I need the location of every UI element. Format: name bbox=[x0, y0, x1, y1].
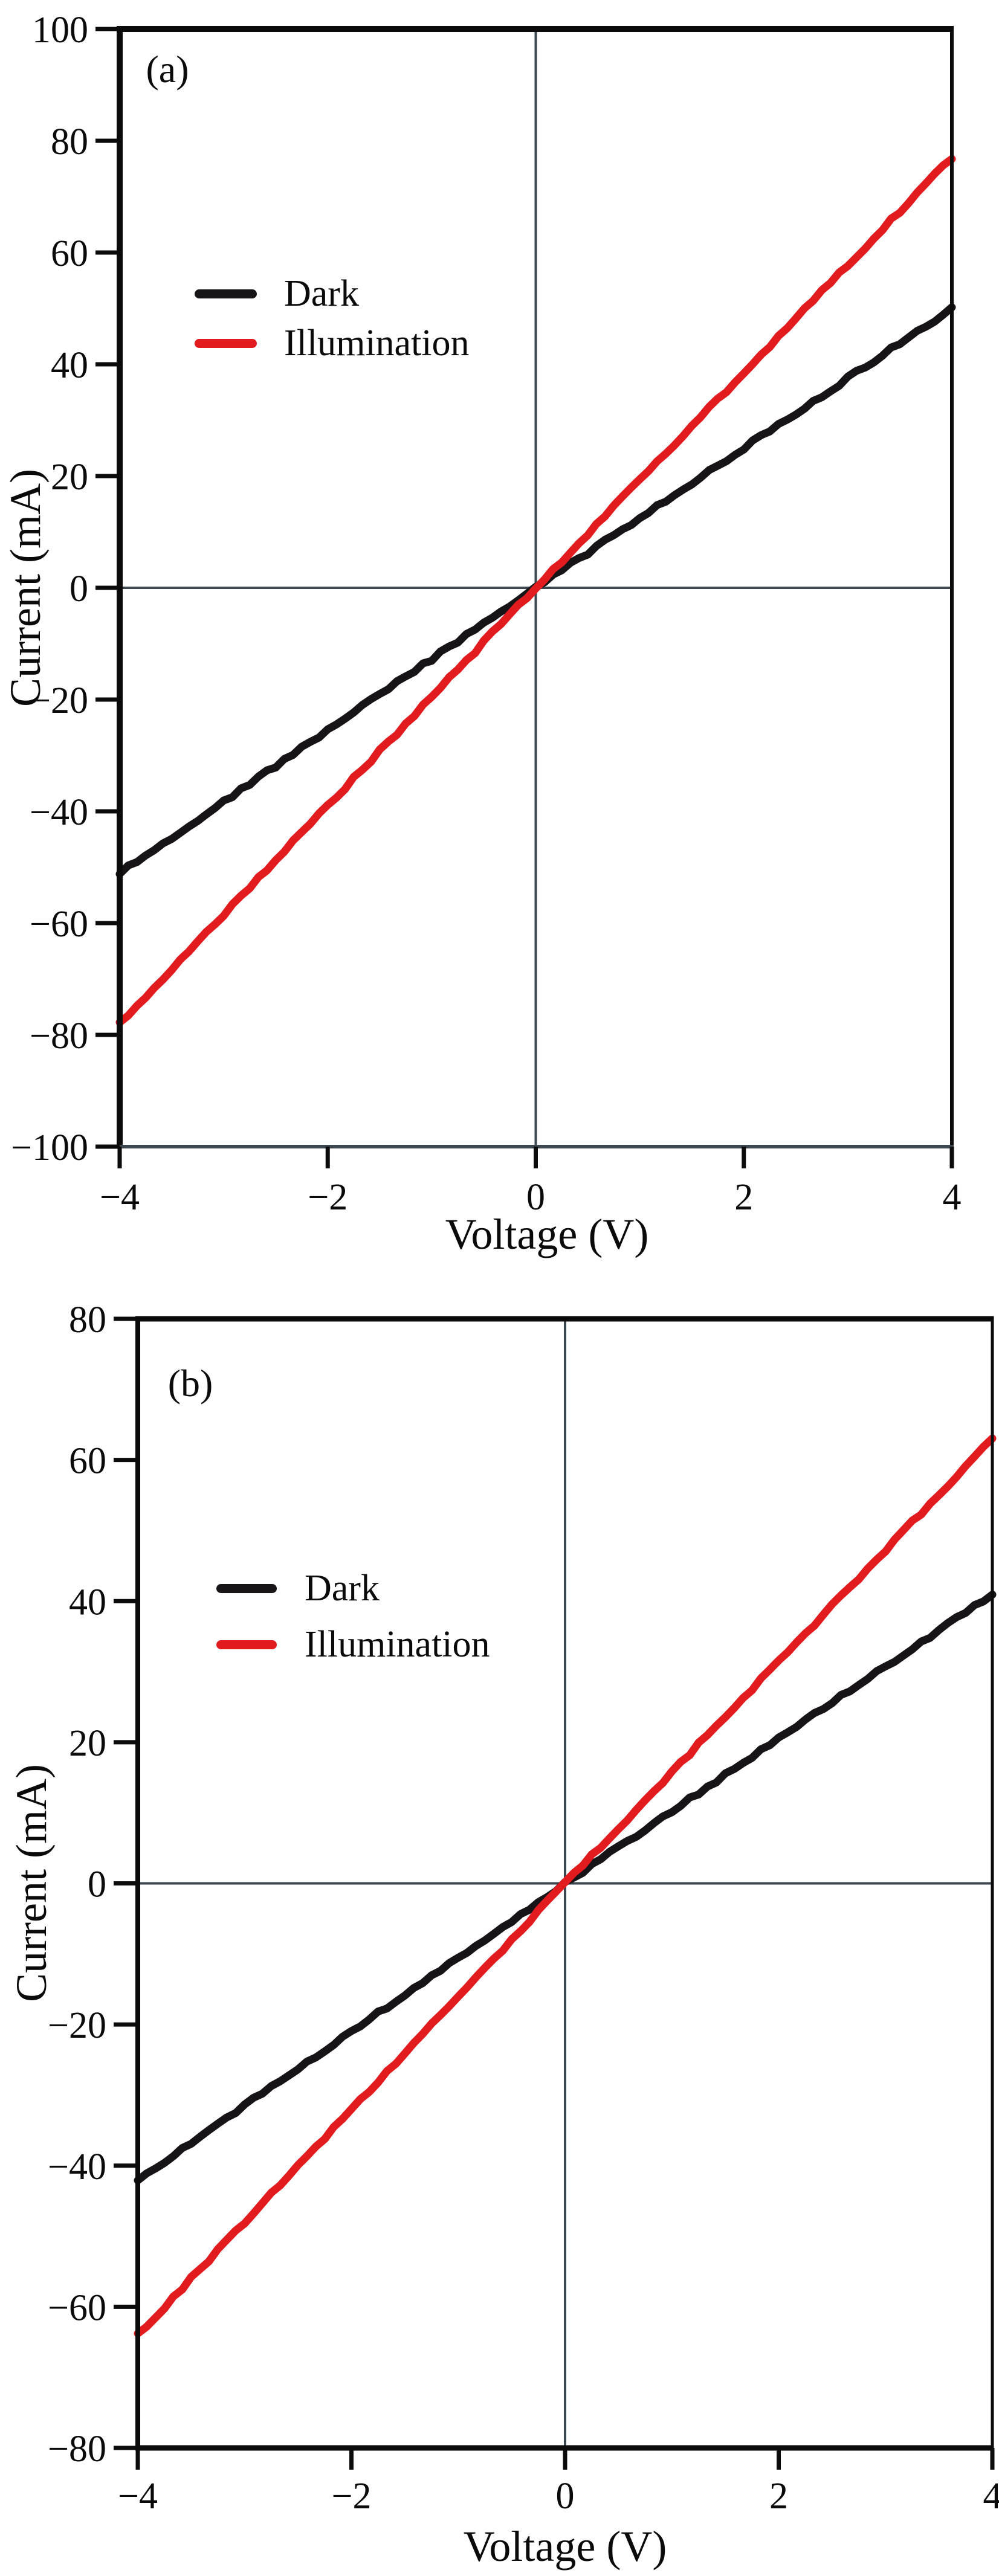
legend-label-illumination: Illumination bbox=[284, 323, 470, 364]
x-tick-label-b: −4 bbox=[118, 2476, 158, 2517]
x-axis-title-b: Voltage (V) bbox=[463, 2522, 667, 2571]
y-tick-label-a: 60 bbox=[51, 233, 88, 274]
dark-legend-swatch bbox=[195, 289, 257, 298]
y-tick-label-a: 80 bbox=[51, 121, 88, 163]
x-tick-label-b: 2 bbox=[769, 2476, 788, 2517]
panel-label-a: (a) bbox=[146, 48, 189, 91]
y-tick-label-b: 80 bbox=[69, 1299, 106, 1341]
y-tick-label-b: 20 bbox=[69, 1723, 106, 1764]
y-tick-label-a: −100 bbox=[11, 1127, 88, 1168]
y-tick-label-a: 40 bbox=[51, 345, 88, 386]
y-tick-label-b: −60 bbox=[48, 2287, 106, 2328]
y-tick-label-a: −80 bbox=[30, 1016, 88, 1057]
y-tick-label-a: 100 bbox=[32, 10, 88, 51]
y-tick-label-a: 0 bbox=[70, 568, 88, 610]
y-tick-label-b: 40 bbox=[69, 1582, 106, 1623]
y-tick-label-a: 20 bbox=[51, 457, 88, 498]
legend-label-illumination: Illumination bbox=[305, 1624, 490, 1665]
illumination-series-line-a bbox=[115, 155, 956, 1026]
y-tick-label-b: 0 bbox=[88, 1864, 106, 1905]
x-tick-label-a: 2 bbox=[734, 1177, 753, 1218]
legend-item-illumination-b: Illumination bbox=[216, 1620, 490, 1669]
x-tick-label-a: 0 bbox=[526, 1177, 545, 1218]
y-tick-label-b: −40 bbox=[48, 2146, 106, 2188]
y-tick-label-b: 60 bbox=[69, 1441, 106, 1482]
legend-item-illumination-a: Illumination bbox=[195, 319, 470, 367]
x-tick-label-a: −2 bbox=[308, 1177, 348, 1218]
y-tick-label-a: −40 bbox=[30, 792, 88, 833]
x-tick-label-b: 4 bbox=[983, 2476, 999, 2517]
y-axis-title-a: Current (mA) bbox=[1, 469, 50, 707]
y-tick-label-a: −20 bbox=[30, 680, 88, 721]
y-tick-label-a: −60 bbox=[30, 904, 88, 945]
legend-item-dark-b: Dark bbox=[216, 1564, 380, 1612]
panel-label-b: (b) bbox=[167, 1362, 213, 1405]
x-tick-label-b: −2 bbox=[332, 2476, 372, 2517]
x-tick-label-a: 4 bbox=[943, 1177, 962, 1218]
dark-legend-swatch bbox=[216, 1583, 277, 1593]
y-axis-title-b: Current (mA) bbox=[7, 1764, 56, 2002]
legend-label-dark: Dark bbox=[284, 273, 359, 314]
x-tick-label-a: −4 bbox=[100, 1177, 140, 1218]
illumination-legend-swatch bbox=[195, 338, 257, 348]
y-tick-label-b: −20 bbox=[48, 2005, 106, 2046]
y-tick-label-b: −80 bbox=[48, 2429, 106, 2470]
legend-item-dark-a: Dark bbox=[195, 269, 359, 318]
x-tick-label-b: 0 bbox=[556, 2476, 575, 2517]
illumination-legend-swatch bbox=[216, 1640, 277, 1649]
x-axis-title-a: Voltage (V) bbox=[445, 1210, 649, 1258]
illumination-series-line-b bbox=[134, 1434, 997, 2338]
legend-label-dark: Dark bbox=[305, 1568, 380, 1609]
